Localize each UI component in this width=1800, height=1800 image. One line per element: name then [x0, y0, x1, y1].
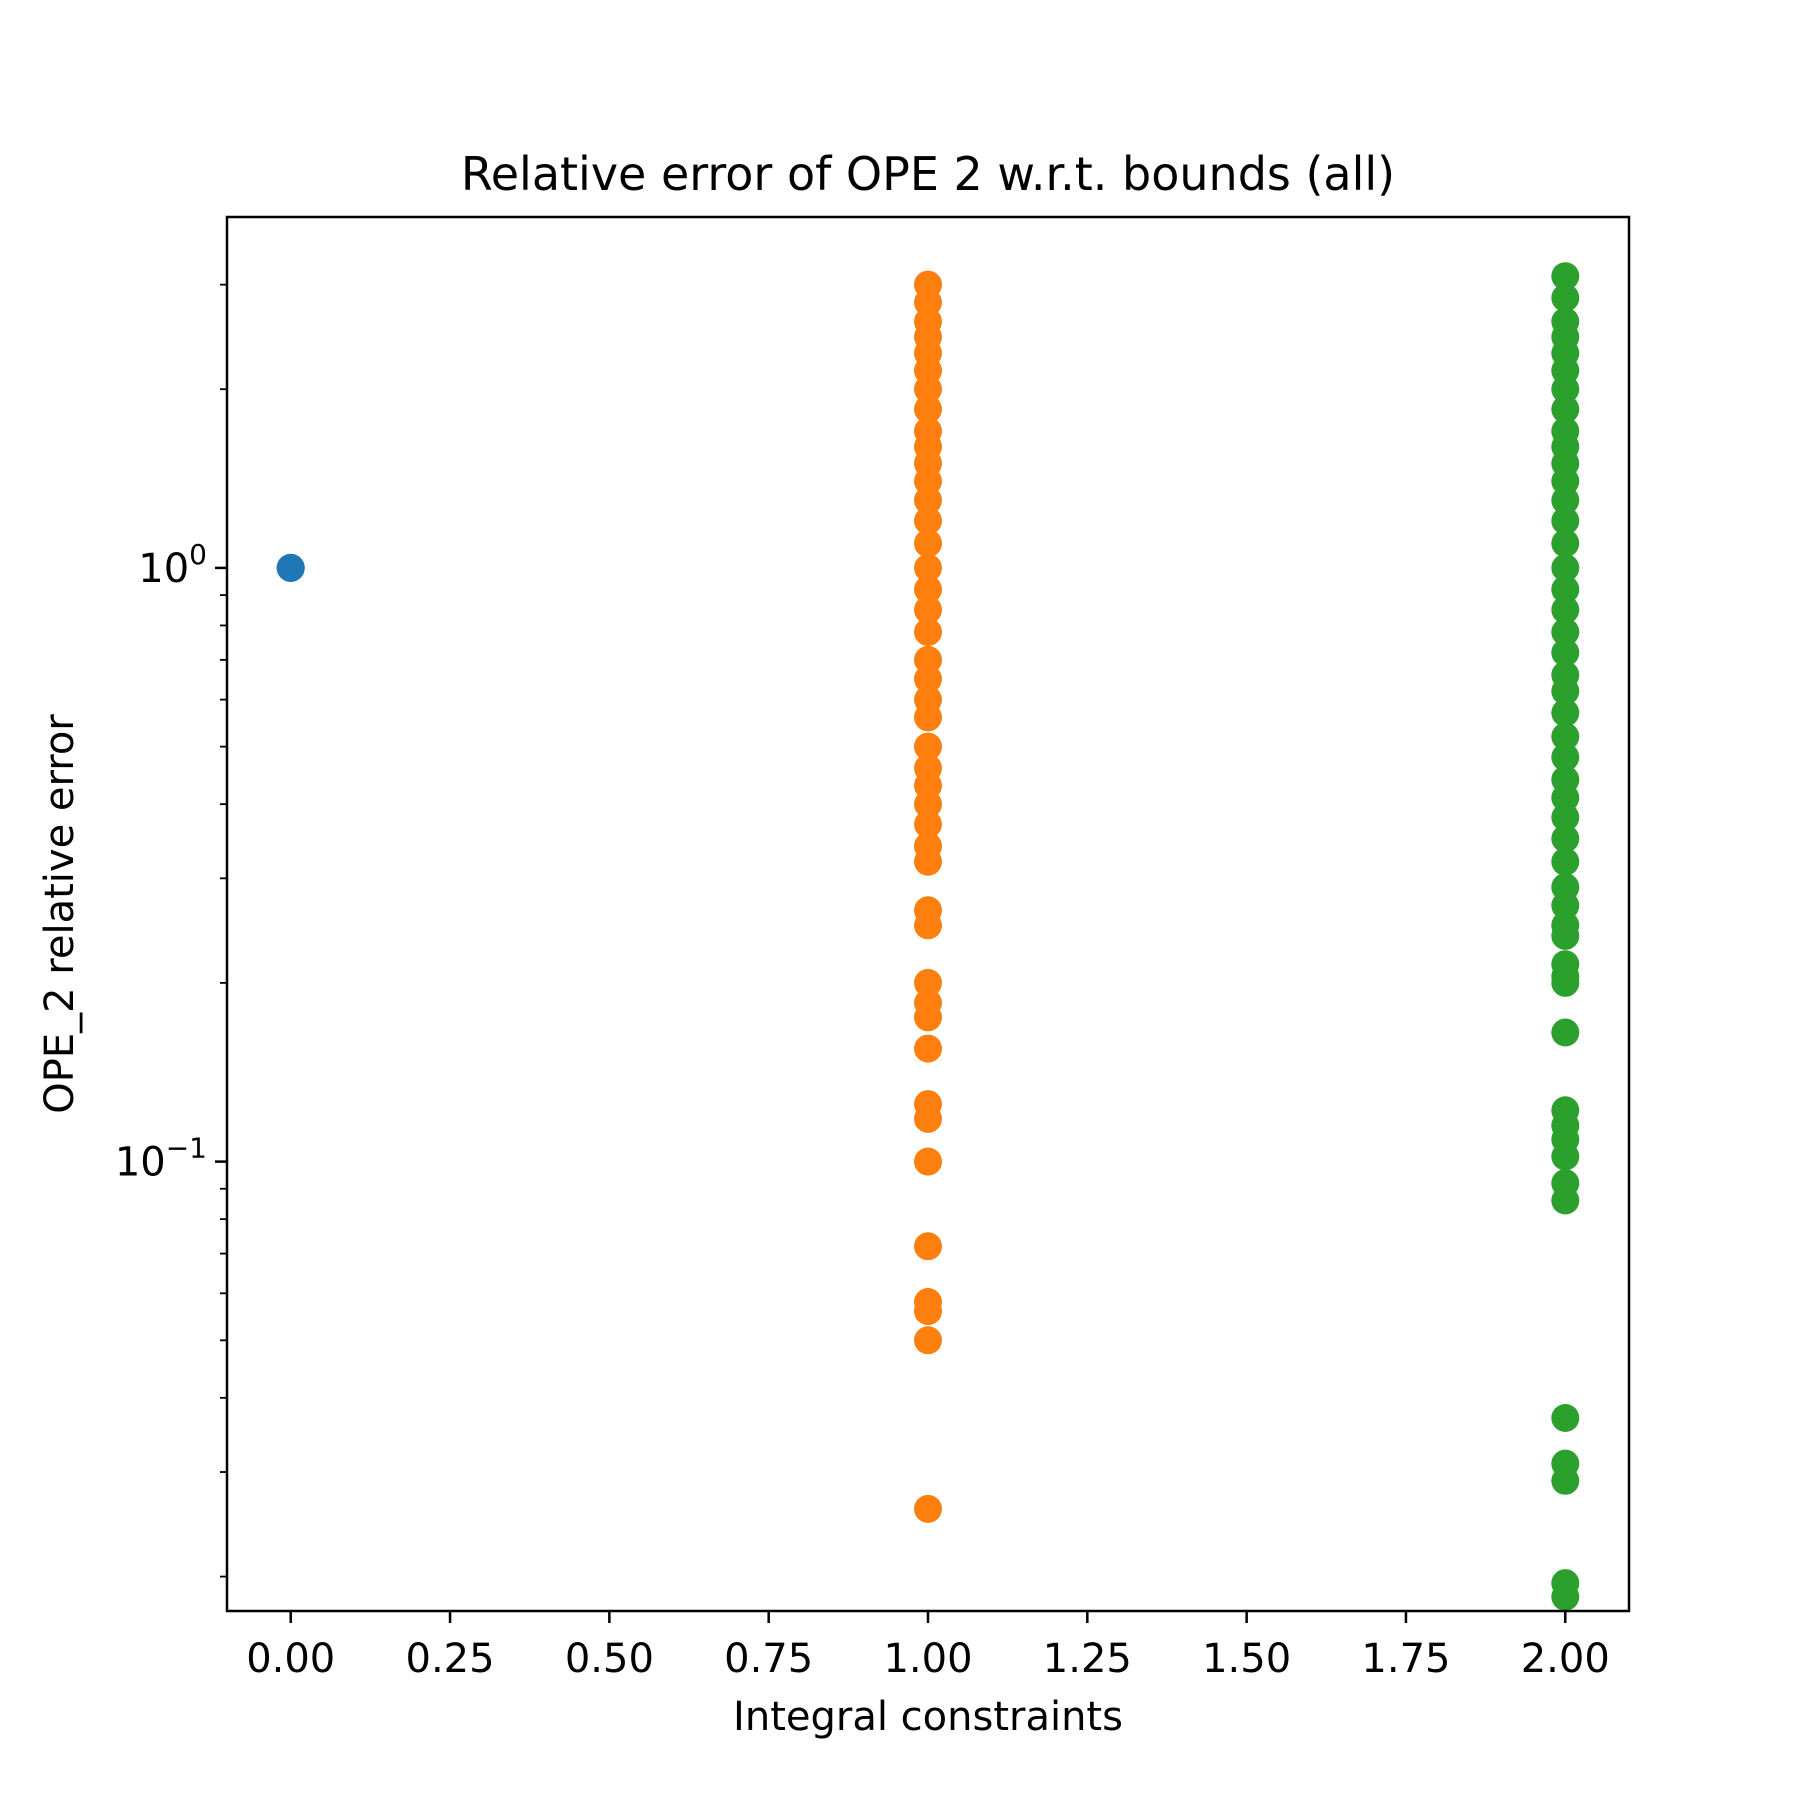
series-2-point-19	[1551, 638, 1580, 667]
series-1-point-6	[914, 375, 942, 404]
series-1-point-15	[914, 553, 942, 582]
series-2-point-36	[1551, 968, 1580, 997]
series-2-point-17	[1551, 595, 1580, 624]
plot-marks	[276, 262, 1580, 1611]
series-1-point-35	[914, 1034, 942, 1063]
x-tick-label-7: 1.75	[1361, 1636, 1450, 1682]
series-2-point-43	[1551, 1186, 1580, 1215]
series-2-point-14	[1551, 529, 1580, 558]
x-tick-label-6: 1.50	[1202, 1636, 1291, 1682]
series-2-point-31	[1551, 891, 1580, 920]
series-1-point-14	[914, 529, 942, 558]
x-axis-label: Integral constraints	[733, 1694, 1123, 1740]
series-2-point-1	[1551, 283, 1580, 312]
series-1-point-37	[914, 1104, 942, 1133]
series-1-point-22	[914, 703, 942, 732]
series-1-point-27	[914, 810, 942, 839]
series-1-point-12	[914, 486, 942, 515]
series-2-point-41	[1551, 1142, 1580, 1171]
series-2-point-16	[1551, 575, 1580, 604]
series-2-point-12	[1551, 486, 1580, 515]
series-2-point-6	[1551, 375, 1580, 404]
x-tick-label-3: 0.75	[724, 1636, 813, 1682]
series-2-point-27	[1551, 803, 1580, 832]
series-1-point-18	[914, 618, 942, 646]
series-2-point-33	[1551, 921, 1580, 950]
series-1-point-42	[914, 1326, 942, 1355]
series-2-point-48	[1551, 1582, 1580, 1611]
x-tick-label-2: 0.50	[565, 1636, 654, 1682]
x-tick-label-0: 0.00	[246, 1636, 335, 1682]
series-2-point-15	[1551, 553, 1580, 582]
series-1-point-13	[914, 506, 942, 535]
series-1-point-23	[914, 732, 942, 761]
x-tick-label-4: 1.00	[883, 1636, 972, 1682]
series-2-point-0	[1551, 262, 1580, 291]
x-tick-label-5: 1.25	[1043, 1636, 1132, 1682]
series-1-point-7	[914, 395, 942, 424]
series-2-point-44	[1551, 1404, 1580, 1432]
series-2-point-28	[1551, 824, 1580, 853]
series-2-point-21	[1551, 677, 1580, 706]
series-2-point-23	[1551, 722, 1580, 751]
series-2-point-24	[1551, 743, 1580, 772]
series-2-point-18	[1551, 618, 1580, 646]
x-tick-label-1: 0.25	[406, 1636, 495, 1682]
series-1-point-39	[914, 1232, 942, 1261]
y-tick-label-1: 10−1	[115, 1132, 207, 1186]
series-2-point-13	[1551, 506, 1580, 535]
series-1-point-31	[914, 911, 942, 940]
series-0-point-2	[276, 553, 305, 582]
series-2-point-29	[1551, 847, 1580, 876]
series-1-point-38	[914, 1147, 942, 1176]
series-1-point-32	[914, 968, 942, 997]
series-2-point-46	[1551, 1466, 1580, 1495]
series-1-point-41	[914, 1297, 942, 1326]
series-2-point-22	[1551, 698, 1580, 727]
series-1-point-43	[914, 1494, 942, 1523]
x-axis-ticks: 0.00 0.25 0.50 0.75 1.00 1.25 1.50 1.75 2.00	[246, 1611, 1610, 1682]
series-1-point-17	[914, 595, 942, 624]
chart-title: Relative error of OPE 2 w.r.t. bounds (a…	[461, 147, 1395, 201]
y-axis-label: OPE_2 relative error	[37, 714, 83, 1114]
series-1-point-16	[914, 575, 942, 604]
series-2-point-7	[1551, 395, 1580, 424]
series-1-point-34	[914, 1003, 942, 1032]
series-2-point-26	[1551, 783, 1580, 812]
series-2-point-37	[1551, 1018, 1580, 1047]
series-1-point-29	[914, 847, 942, 876]
series-1-point-26	[914, 790, 942, 819]
y-tick-label-0: 100	[138, 538, 207, 592]
x-tick-label-8: 2.00	[1521, 1636, 1610, 1682]
y-axis-ticks: 100 10−1	[115, 283, 227, 1578]
series-1-point-20	[914, 665, 942, 693]
